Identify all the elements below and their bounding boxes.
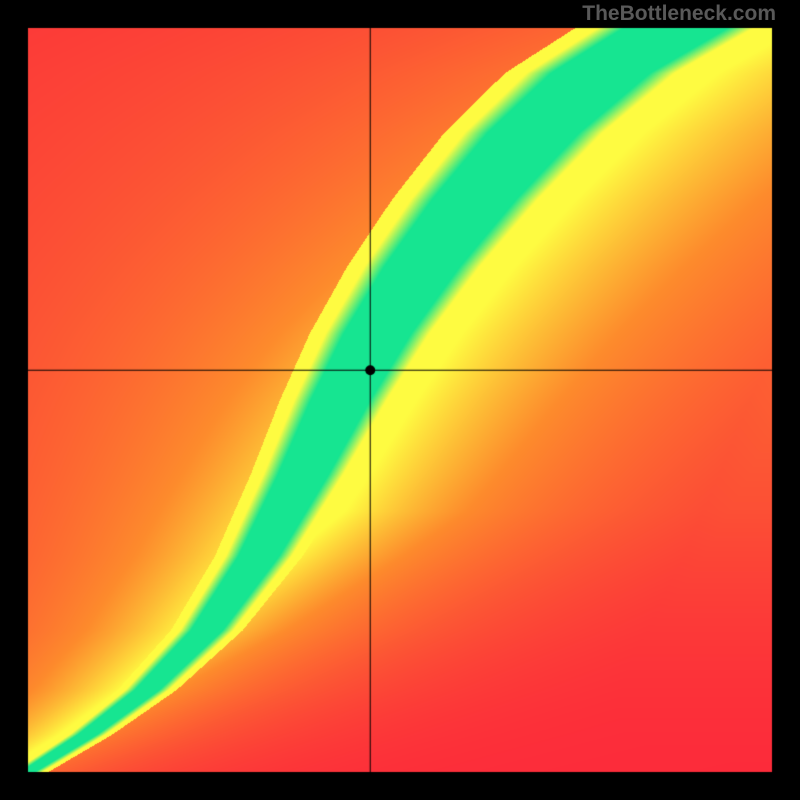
watermark-text: TheBottleneck.com (582, 2, 776, 26)
bottleneck-heatmap (0, 0, 800, 800)
